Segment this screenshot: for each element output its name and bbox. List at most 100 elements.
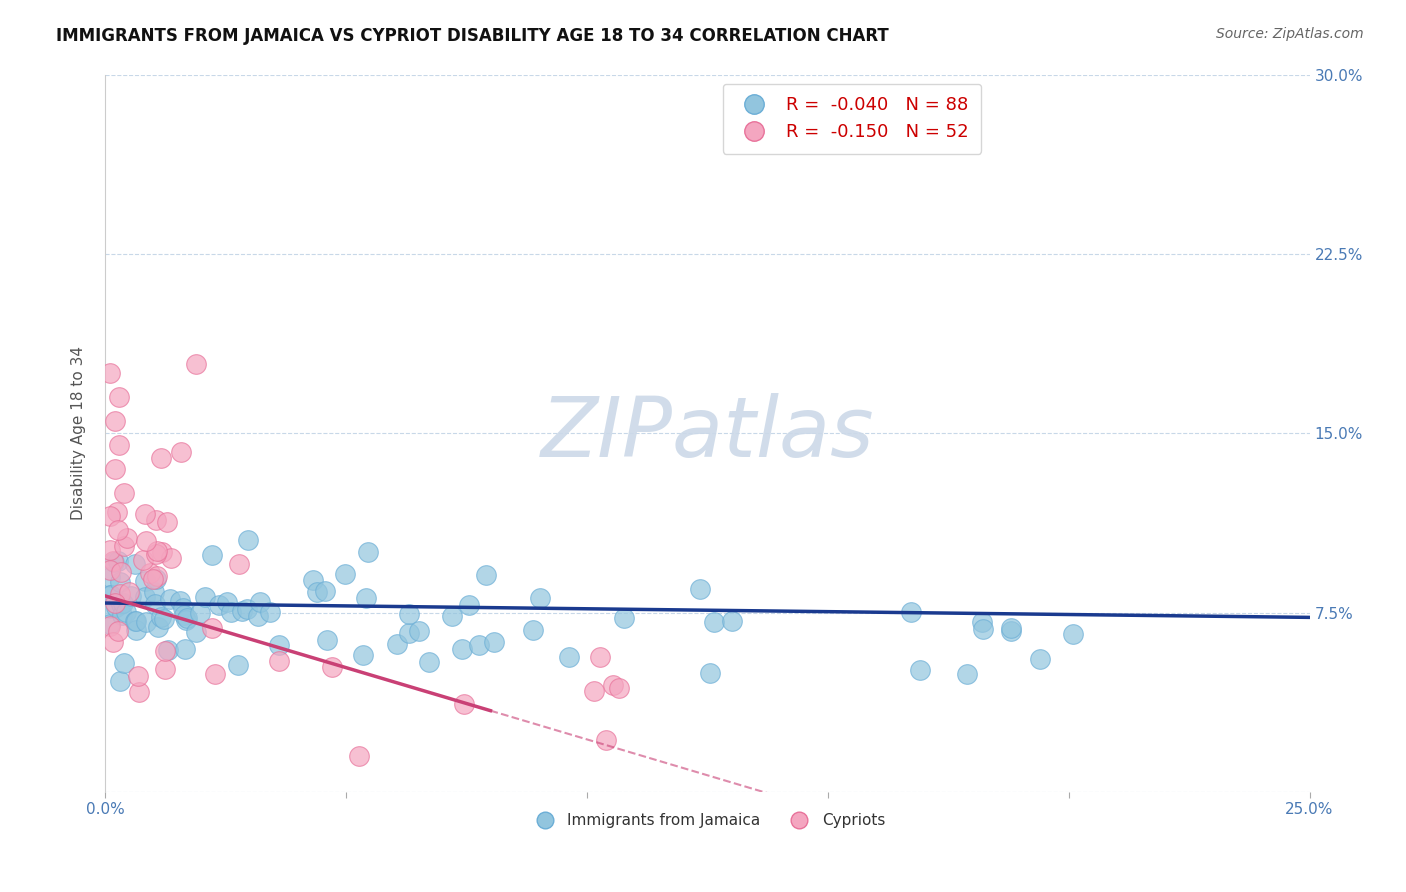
Point bbox=[115, 532, 138, 546]
Point bbox=[135, 615, 157, 629]
Point bbox=[125, 614, 148, 628]
Point bbox=[267, 654, 290, 668]
Point bbox=[107, 624, 129, 639]
Point bbox=[238, 533, 260, 547]
Point bbox=[120, 589, 142, 603]
Point bbox=[145, 547, 167, 561]
Point bbox=[98, 588, 121, 602]
Point bbox=[124, 557, 146, 571]
Point bbox=[357, 545, 380, 559]
Point bbox=[208, 598, 231, 612]
Point bbox=[98, 617, 121, 632]
Point bbox=[703, 615, 725, 629]
Point bbox=[354, 591, 377, 605]
Point bbox=[453, 697, 475, 711]
Point bbox=[352, 648, 374, 662]
Point bbox=[156, 515, 179, 529]
Point bbox=[305, 584, 328, 599]
Point bbox=[125, 623, 148, 637]
Point bbox=[98, 570, 121, 584]
Point bbox=[134, 507, 156, 521]
Point bbox=[1062, 626, 1084, 640]
Point bbox=[204, 666, 226, 681]
Point bbox=[228, 558, 250, 572]
Point bbox=[108, 674, 131, 689]
Point bbox=[104, 596, 127, 610]
Point bbox=[314, 583, 336, 598]
Point bbox=[103, 554, 125, 568]
Point bbox=[557, 650, 579, 665]
Point bbox=[98, 509, 121, 524]
Point bbox=[582, 683, 605, 698]
Point bbox=[153, 662, 176, 676]
Point bbox=[159, 592, 181, 607]
Point bbox=[105, 505, 128, 519]
Point bbox=[145, 543, 167, 558]
Point bbox=[398, 625, 420, 640]
Point bbox=[142, 572, 165, 586]
Point bbox=[146, 620, 169, 634]
Point bbox=[451, 641, 474, 656]
Point bbox=[602, 678, 624, 692]
Point bbox=[231, 604, 253, 618]
Point bbox=[108, 587, 131, 601]
Point bbox=[482, 635, 505, 649]
Point bbox=[110, 597, 132, 611]
Point bbox=[194, 591, 217, 605]
Point bbox=[100, 588, 122, 602]
Point bbox=[595, 733, 617, 747]
Point bbox=[111, 607, 134, 622]
Point bbox=[108, 438, 131, 452]
Point bbox=[249, 595, 271, 609]
Point bbox=[689, 582, 711, 597]
Point bbox=[441, 609, 464, 624]
Point bbox=[98, 367, 121, 381]
Point bbox=[107, 523, 129, 537]
Point bbox=[104, 462, 127, 476]
Point bbox=[114, 606, 136, 620]
Point bbox=[321, 660, 343, 674]
Point bbox=[143, 598, 166, 612]
Point bbox=[143, 585, 166, 599]
Point bbox=[173, 607, 195, 622]
Point bbox=[98, 600, 121, 615]
Point bbox=[153, 612, 176, 626]
Point bbox=[184, 624, 207, 639]
Point bbox=[398, 607, 420, 621]
Point bbox=[910, 664, 932, 678]
Point bbox=[124, 615, 146, 629]
Point bbox=[139, 566, 162, 580]
Point bbox=[201, 621, 224, 635]
Point bbox=[349, 749, 371, 764]
Point bbox=[900, 605, 922, 619]
Point bbox=[112, 656, 135, 670]
Point bbox=[145, 513, 167, 527]
Point bbox=[387, 637, 409, 651]
Point bbox=[972, 622, 994, 636]
Point bbox=[217, 595, 239, 609]
Point bbox=[186, 357, 208, 371]
Point bbox=[145, 573, 167, 587]
Point bbox=[135, 534, 157, 549]
Point bbox=[219, 605, 242, 619]
Text: IMMIGRANTS FROM JAMAICA VS CYPRIOT DISABILITY AGE 18 TO 34 CORRELATION CHART: IMMIGRANTS FROM JAMAICA VS CYPRIOT DISAB… bbox=[56, 27, 889, 45]
Point bbox=[1029, 651, 1052, 665]
Point bbox=[228, 658, 250, 673]
Point bbox=[235, 602, 257, 616]
Point bbox=[108, 575, 131, 590]
Point bbox=[174, 614, 197, 628]
Point bbox=[457, 598, 479, 612]
Point bbox=[150, 610, 173, 624]
Point bbox=[315, 632, 337, 647]
Point bbox=[259, 606, 281, 620]
Point bbox=[153, 644, 176, 658]
Point bbox=[607, 681, 630, 696]
Point bbox=[98, 619, 121, 633]
Point bbox=[173, 641, 195, 656]
Point bbox=[589, 650, 612, 665]
Point bbox=[107, 554, 129, 568]
Point bbox=[103, 555, 125, 569]
Point bbox=[112, 486, 135, 500]
Point bbox=[108, 390, 131, 404]
Point bbox=[150, 545, 173, 559]
